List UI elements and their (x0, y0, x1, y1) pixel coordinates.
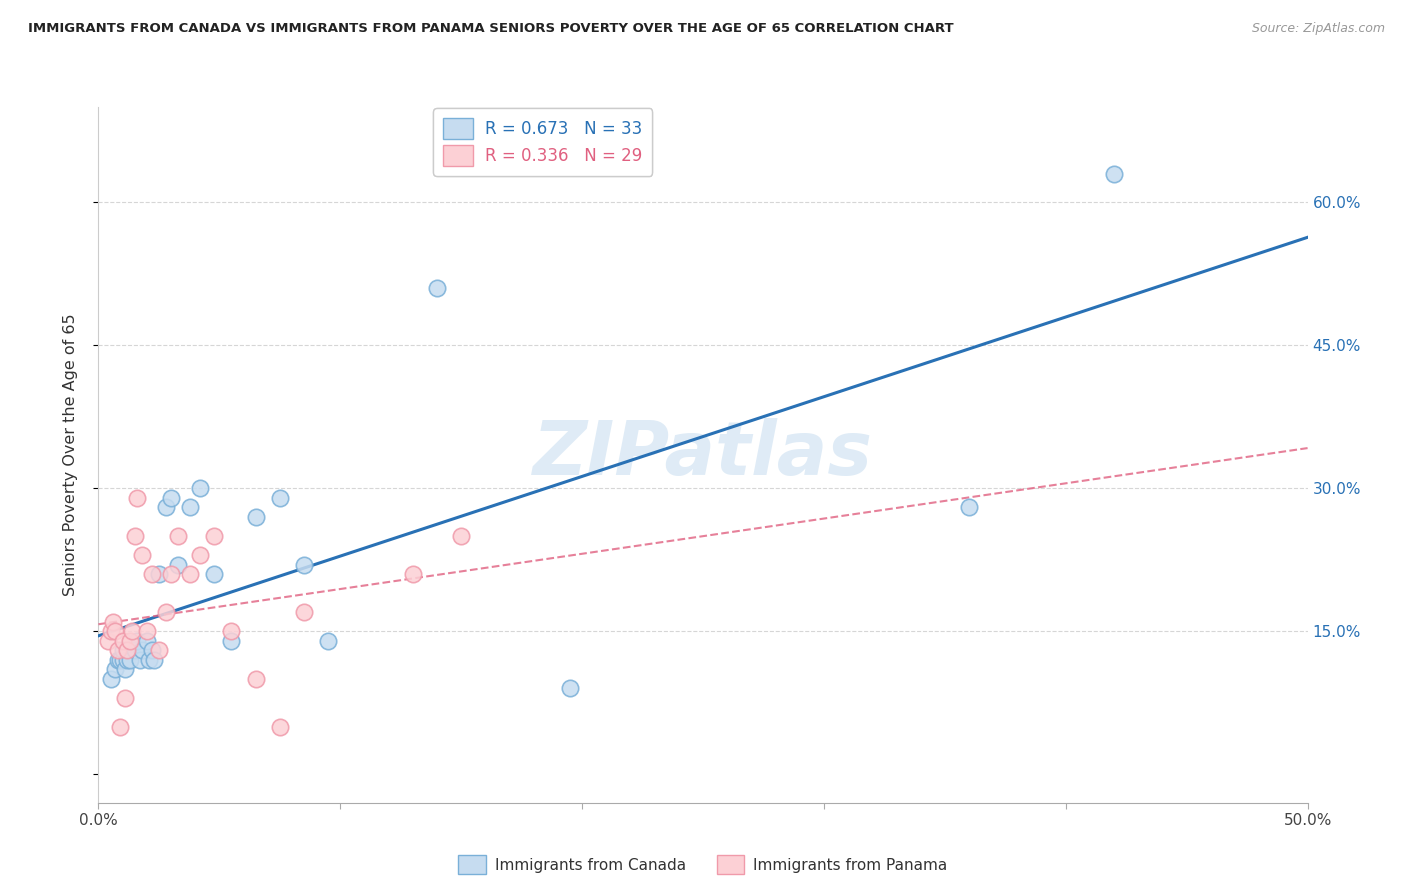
Point (114, 690, 136, 705)
Point (160, 567, 183, 582)
Point (104, 662, 127, 676)
Point (155, 500, 177, 515)
Point (179, 500, 201, 515)
Point (124, 529, 146, 543)
Point (167, 529, 190, 543)
Point (167, 558, 190, 572)
Text: Source: ZipAtlas.com: Source: ZipAtlas.com (1251, 22, 1385, 36)
Point (141, 643, 163, 657)
Point (121, 624, 143, 639)
Point (108, 653, 131, 667)
Legend: Immigrants from Canada, Immigrants from Panama: Immigrants from Canada, Immigrants from … (453, 849, 953, 880)
Point (135, 633, 157, 648)
Point (245, 672, 267, 686)
Point (292, 558, 315, 572)
Point (107, 653, 129, 667)
Point (957, 500, 980, 515)
Point (141, 567, 163, 582)
Point (100, 672, 122, 686)
Point (108, 720, 131, 734)
Point (104, 624, 127, 639)
Point (160, 491, 183, 505)
Point (131, 643, 153, 657)
Point (204, 529, 226, 543)
Point (118, 653, 141, 667)
Point (111, 633, 134, 648)
Point (292, 605, 315, 619)
Point (204, 567, 226, 582)
Point (101, 615, 124, 629)
Point (128, 653, 150, 667)
Point (155, 605, 177, 619)
Point (221, 624, 243, 639)
Point (179, 567, 201, 582)
Text: ZIPatlas: ZIPatlas (533, 418, 873, 491)
Point (402, 567, 425, 582)
Point (117, 643, 139, 657)
Point (1102, 167, 1125, 181)
Legend: R = 0.673   N = 33, R = 0.336   N = 29: R = 0.673 N = 33, R = 0.336 N = 29 (433, 109, 652, 176)
Point (118, 633, 141, 648)
Point (127, 491, 149, 505)
Point (111, 643, 134, 657)
Point (114, 662, 136, 676)
Point (316, 633, 339, 648)
Point (188, 548, 211, 562)
Point (148, 567, 170, 582)
Point (188, 481, 211, 495)
Point (124, 643, 146, 657)
Point (127, 633, 149, 648)
Text: IMMIGRANTS FROM CANADA VS IMMIGRANTS FROM PANAMA SENIORS POVERTY OVER THE AGE OF: IMMIGRANTS FROM CANADA VS IMMIGRANTS FRO… (28, 22, 953, 36)
Point (245, 509, 267, 524)
Point (269, 720, 291, 734)
Point (97, 633, 120, 648)
Point (131, 548, 153, 562)
Point (138, 653, 160, 667)
Point (100, 624, 122, 639)
Point (148, 643, 170, 657)
Point (221, 633, 243, 648)
Point (117, 653, 139, 667)
Point (143, 653, 166, 667)
Y-axis label: Seniors Poverty Over the Age of 65: Seniors Poverty Over the Age of 65 (63, 314, 77, 596)
Point (450, 529, 472, 543)
Point (269, 491, 291, 505)
Point (135, 624, 157, 639)
Point (426, 281, 449, 295)
Point (111, 653, 134, 667)
Point (558, 681, 581, 696)
Point (107, 643, 129, 657)
